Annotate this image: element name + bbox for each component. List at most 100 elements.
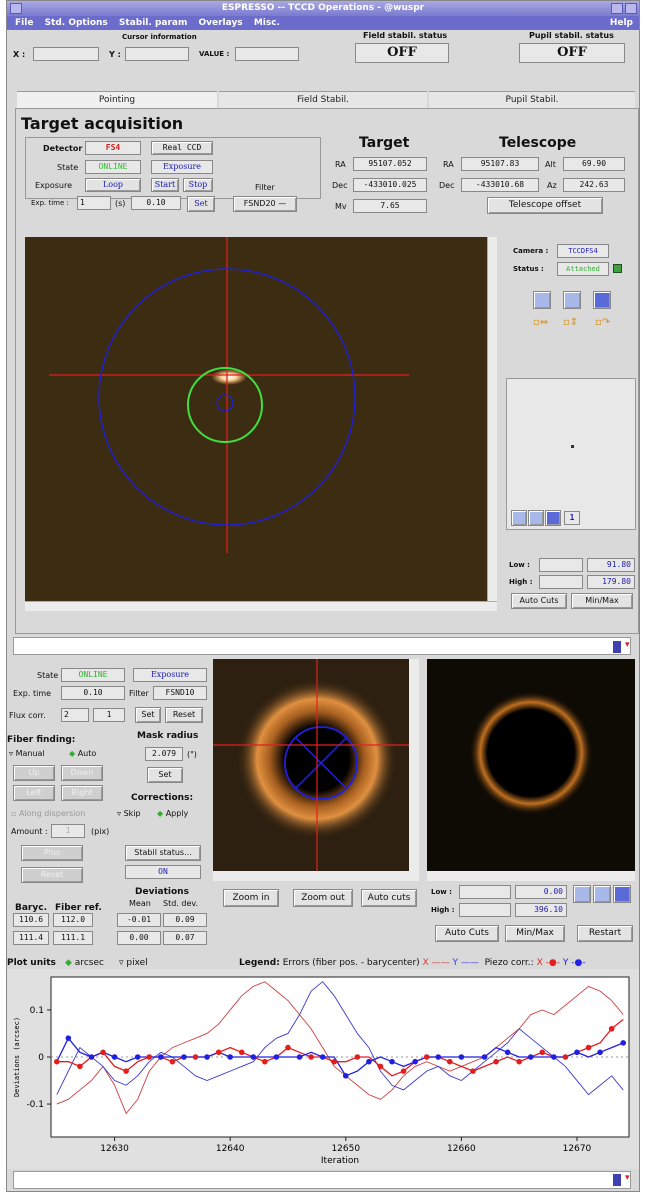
panner-canvas[interactable] [506, 378, 636, 530]
field-auto-cuts-button[interactable]: Auto cuts [361, 889, 417, 907]
along-dispersion-check[interactable]: ▫ Along dispersion [11, 809, 85, 818]
piezo-x-point [77, 1063, 83, 1070]
tel-dec: -433010.68 [461, 178, 539, 192]
exptime-count-input[interactable]: 1 [77, 196, 111, 210]
pupil-fit-icon[interactable] [613, 885, 631, 903]
maximize-icon[interactable] [625, 3, 637, 14]
baryc-label: Baryc. [15, 903, 47, 913]
cam-minmax-button[interactable]: Min/Max [571, 593, 633, 609]
legend-y: Y [452, 958, 458, 968]
cam-low-input[interactable] [539, 558, 583, 572]
menu-help[interactable]: Help [609, 18, 633, 28]
pupil-zoom-in-icon[interactable] [573, 885, 591, 903]
pupil-stabil-status: OFF [519, 43, 625, 63]
piezo-x-point [447, 1058, 453, 1065]
target-heading: Target [359, 135, 410, 151]
zoom-in-icon[interactable] [533, 291, 551, 309]
tab-pupil-stabil[interactable]: Pupil Stabil. [429, 91, 635, 108]
down-button[interactable]: Down [61, 765, 103, 781]
pupil-low-value: 0.00 [515, 885, 567, 899]
zoom-out-icon[interactable] [563, 291, 581, 309]
x-tick-label: 12650 [331, 1144, 360, 1154]
pupil-minmax-button[interactable]: Min/Max [505, 925, 565, 942]
menu-overlays[interactable]: Overlays [198, 18, 243, 28]
stop-button[interactable]: Stop [183, 178, 213, 192]
y-tick-label: 0 [38, 1053, 44, 1063]
mean-2: 0.00 [117, 931, 161, 945]
acq-vertical-scrollbar[interactable] [487, 237, 497, 601]
tab-field-stabil[interactable]: Field Stabil. [219, 91, 427, 108]
piezo-x-point [53, 1058, 60, 1065]
status-led-icon [613, 264, 622, 273]
ccd-button[interactable]: Real CCD [151, 141, 213, 155]
pixel-radio[interactable]: ▿ pixel [119, 958, 148, 968]
menu-file[interactable]: File [15, 18, 34, 28]
zoom-fit-icon[interactable] [593, 291, 611, 309]
menu-stabil-param[interactable]: Stabil. param [118, 18, 188, 28]
fs-reset-button[interactable]: Reset [165, 707, 203, 723]
pupil-image[interactable] [427, 659, 635, 871]
menu-misc[interactable]: Misc. [253, 18, 280, 28]
target-dec: -433010.025 [353, 178, 427, 192]
pupil-stabil-label: Pupil stabil. status [529, 31, 614, 40]
acquisition-image[interactable] [25, 237, 487, 601]
status-arrow-icon-bottom[interactable]: ▾ [625, 1173, 630, 1183]
plus-button[interactable]: Plus [21, 845, 83, 861]
dropdown-bar-icon: — [278, 199, 287, 208]
pupil-auto-cuts-button[interactable]: Auto Cuts [435, 925, 499, 942]
fs-filter-label: Filter [129, 689, 149, 698]
status-arrow-icon[interactable]: ▾ [625, 640, 630, 650]
right-button[interactable]: Right [61, 785, 103, 801]
fs-set-button[interactable]: Set [135, 707, 161, 723]
pupil-low-input[interactable] [459, 885, 511, 899]
window-menu-icon[interactable] [10, 3, 22, 14]
amount-input[interactable]: 1 [51, 824, 85, 838]
field-image[interactable] [213, 659, 409, 871]
skip-radio[interactable]: ▿ Skip [117, 809, 141, 818]
cam-auto-cuts-button[interactable]: Auto Cuts [511, 593, 567, 609]
mask-diag-2 [294, 736, 348, 790]
cam-high-input[interactable] [539, 575, 583, 589]
rotate-icon[interactable]: ▫↷ [595, 317, 611, 328]
title-bar[interactable]: ESPRESSO -- TCCD Operations - @wuspr [7, 1, 639, 16]
telescope-offset-button[interactable]: Telescope offset [487, 197, 603, 214]
cam-high-value: 179.80 [587, 575, 635, 589]
zoom-out-button[interactable]: Zoom out [293, 889, 353, 907]
exptime-set-button[interactable]: Set [187, 196, 215, 212]
piezo-y-point [204, 1054, 210, 1060]
restart-button[interactable]: Restart [577, 925, 633, 942]
reset-dis-button[interactable]: Reset [21, 867, 83, 883]
mask-set-button[interactable]: Set [147, 767, 183, 783]
up-button[interactable]: Up [13, 765, 55, 781]
arcsec-radio[interactable]: ◆ arcsec [65, 958, 104, 968]
cursor-info-title: Cursor information [122, 33, 197, 41]
flip-y-icon[interactable]: ▫⇕ [563, 317, 579, 328]
filter-select[interactable]: FSND20 — [233, 196, 297, 212]
auto-radio[interactable]: ◆ Auto [69, 749, 96, 758]
menu-std-options[interactable]: Std. Options [44, 18, 108, 28]
minimize-icon[interactable] [611, 3, 623, 14]
acq-horizontal-scrollbar[interactable] [25, 601, 497, 611]
manual-radio[interactable]: ▿ Manual [9, 749, 45, 758]
apply-radio[interactable]: ◆ Apply [157, 809, 188, 818]
pupil-zoom-out-icon[interactable] [593, 885, 611, 903]
zoom-in-button[interactable]: Zoom in [223, 889, 279, 907]
piezo-y-point [273, 1054, 280, 1060]
piezo-x-point [100, 1049, 106, 1056]
pupil-h-scrollbar[interactable] [427, 871, 635, 881]
left-button[interactable]: Left [13, 785, 55, 801]
flip-x-icon[interactable]: ▫⇔ [533, 317, 549, 328]
panner-zoom-out-icon[interactable] [528, 510, 544, 526]
stabil-status-button[interactable]: Stabil status... [125, 845, 201, 861]
exposure-mode-button[interactable]: Loop [85, 178, 141, 192]
fs-exptime-label: Exp. time [13, 689, 52, 698]
tab-pointing[interactable]: Pointing [17, 91, 217, 108]
field-v-scrollbar[interactable] [409, 659, 419, 871]
pupil-high-input[interactable] [459, 903, 511, 917]
start-button[interactable]: Start [151, 178, 179, 192]
panner-zoom-in-icon[interactable] [511, 510, 527, 526]
field-stabil-status: OFF [355, 43, 449, 63]
flux-corr-input[interactable]: 2 [61, 708, 89, 722]
panner-fit-icon[interactable] [545, 510, 561, 526]
field-h-scrollbar[interactable] [213, 871, 419, 881]
